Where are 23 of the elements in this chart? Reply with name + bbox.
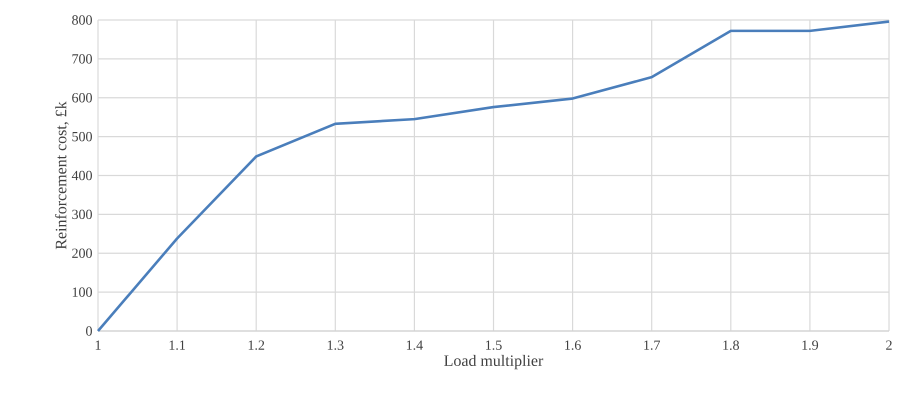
x-axis-title: Load multiplier xyxy=(444,354,544,370)
x-tick-label: 1.9 xyxy=(802,340,818,350)
x-tick-label: 1.6 xyxy=(565,340,581,350)
y-tick-label: 600 xyxy=(72,93,92,102)
x-tick-label: 1.4 xyxy=(406,340,423,350)
y-tick-label: 500 xyxy=(72,132,92,142)
x-tick-label: 1 xyxy=(96,340,101,350)
x-tick-label: 1.3 xyxy=(328,340,344,350)
y-tick-label: 200 xyxy=(72,248,92,258)
y-tick-label: 0 xyxy=(86,326,92,336)
x-tick-label: 2 xyxy=(886,340,892,350)
y-tick-label: 800 xyxy=(72,15,92,25)
x-tick-label: 1.2 xyxy=(248,340,264,350)
x-tick-label: 1.8 xyxy=(723,340,739,350)
y-axis-title: Reinforcement cost, £k xyxy=(55,101,69,250)
line-series xyxy=(96,20,890,332)
y-tick-label: 300 xyxy=(72,210,92,220)
x-tick-label: 1.7 xyxy=(644,340,660,350)
x-tick-label: 1.5 xyxy=(486,340,502,350)
y-tick-label: 100 xyxy=(72,287,92,297)
y-tick-label: 700 xyxy=(72,54,92,64)
y-tick-label: 400 xyxy=(72,170,92,180)
x-tick-label: 1.1 xyxy=(170,340,185,350)
